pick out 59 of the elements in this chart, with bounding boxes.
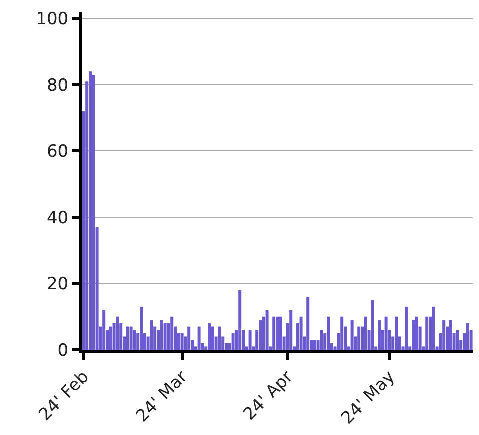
bar	[109, 326, 112, 350]
bar	[415, 316, 418, 350]
bar	[432, 306, 436, 350]
bar	[456, 330, 460, 350]
y-tick-label: 80	[46, 76, 69, 96]
bar	[140, 306, 143, 350]
bar	[340, 316, 344, 350]
bar	[378, 320, 381, 350]
bar	[466, 323, 470, 350]
bar	[188, 326, 191, 350]
bar	[276, 316, 279, 350]
bar	[426, 316, 429, 350]
y-tick-label: 60	[46, 142, 69, 162]
bar	[116, 316, 120, 350]
bar	[198, 326, 201, 350]
bar	[208, 323, 211, 350]
bar	[384, 316, 388, 350]
bar	[412, 320, 415, 350]
bar	[327, 316, 330, 350]
bar	[160, 320, 164, 350]
bar	[395, 316, 398, 350]
bar	[259, 320, 262, 350]
bar	[313, 340, 316, 350]
y-tick-label: 20	[46, 274, 69, 295]
bar	[306, 296, 310, 350]
bar	[164, 323, 167, 350]
y-tick-label: 40	[46, 208, 69, 228]
bar	[371, 300, 374, 350]
bar	[92, 74, 96, 350]
bar	[89, 72, 92, 350]
bar	[350, 320, 354, 350]
bar	[358, 326, 361, 350]
x-tick-label: 24' Feb	[35, 367, 94, 426]
bar	[290, 310, 293, 350]
y-tick-label: 0	[58, 340, 69, 361]
bar	[211, 326, 214, 350]
bar	[150, 320, 154, 350]
y-tick-label: 100	[36, 10, 69, 30]
bar	[126, 326, 130, 350]
bar	[320, 330, 324, 350]
bar	[180, 333, 184, 350]
bar	[449, 320, 452, 350]
bar	[248, 330, 252, 350]
bar	[170, 316, 174, 350]
bar	[102, 310, 106, 350]
x-tick-label: 24' Apr	[240, 367, 298, 425]
bar	[218, 326, 222, 350]
bar	[300, 316, 303, 350]
bar	[405, 306, 408, 350]
bar	[364, 316, 368, 350]
bar	[266, 310, 269, 350]
bar	[279, 316, 282, 350]
x-tick-label: 24' Mar	[132, 367, 192, 427]
bar	[232, 333, 235, 350]
bar	[272, 316, 276, 350]
bar	[442, 320, 446, 350]
bar	[130, 326, 133, 350]
bar	[238, 290, 242, 350]
bar	[133, 330, 136, 350]
